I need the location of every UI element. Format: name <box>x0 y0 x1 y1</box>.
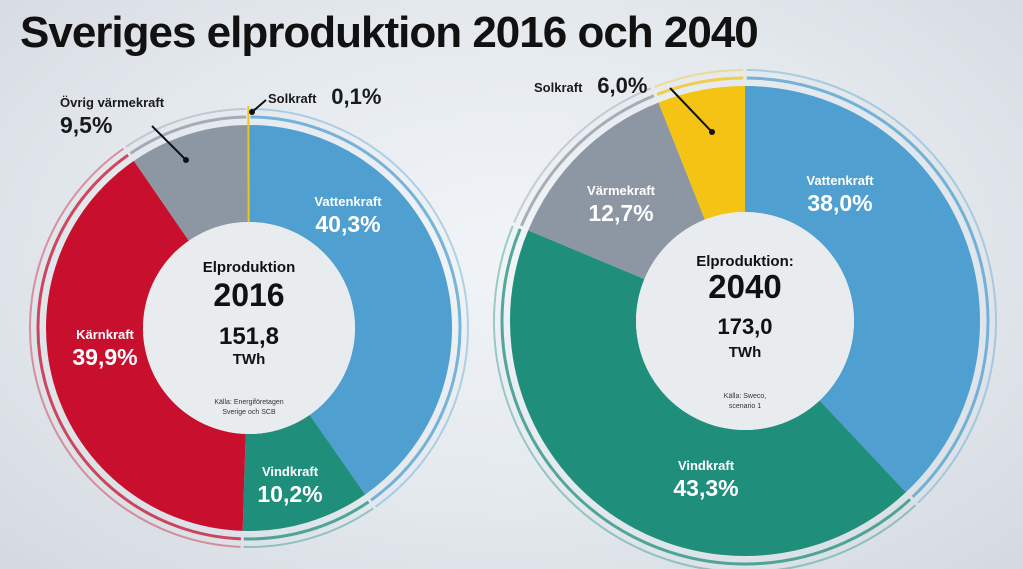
label-value-vindkraft: 43,3% <box>673 475 738 501</box>
label-value-vindkraft: 10,2% <box>257 481 322 507</box>
center-unit: TWh <box>233 351 265 368</box>
ring-vattenkraft <box>746 69 997 504</box>
label-name-varmekraft: Värmekraft <box>587 183 656 198</box>
source-note: Källa: Energiföretagen <box>214 399 283 406</box>
center-unit: TWh <box>729 344 761 361</box>
pie-chart-2040: Elproduktion:2040 173,0 TWh Källa: Sweco, sc… <box>493 69 997 569</box>
leader-dot-solkraft <box>709 129 715 135</box>
ring-vindkraft <box>493 225 917 569</box>
center-title: Elproduktion: <box>696 253 794 270</box>
ring-vattenkraft <box>250 115 462 502</box>
slice-vindkraft <box>242 414 366 532</box>
label-name-vindkraft: Vindkraft <box>678 458 735 473</box>
center-year: 2016 <box>213 277 284 313</box>
ring-solkraft <box>656 76 744 96</box>
leader-dot-ovrig-varmekraft <box>183 157 189 163</box>
source-note: Sverige och SCB <box>222 409 276 416</box>
label-value-solkraft: 6,0% <box>597 73 647 98</box>
label-name-vattenkraft: Vattenkraft <box>806 173 874 188</box>
label-name-karnkraft: Kärnkraft <box>76 327 134 342</box>
ring-solkraft <box>653 69 744 88</box>
ring-vattenkraft <box>746 76 990 499</box>
ring-vindkraft <box>243 507 374 548</box>
leader-dot-solkraft <box>249 109 255 115</box>
source-note: Källa: Sweco, <box>724 393 766 400</box>
label-value-karnkraft: 39,9% <box>72 344 137 370</box>
slice-vattenkraft <box>249 125 452 495</box>
ring-karnkraft <box>36 153 241 541</box>
center-total: 173,0 <box>717 314 772 339</box>
ring-ovrig-varmekraft <box>125 108 247 148</box>
label-name-ovrig-varmekraft: Övrig värmekraft <box>60 95 165 110</box>
ring-varmekraft <box>513 87 652 223</box>
leader-line-solkraft <box>251 99 267 113</box>
center-title: Elproduktion <box>203 259 296 276</box>
leader-line-ovrig-varmekraft <box>151 125 187 161</box>
slice-karnkraft <box>45 160 246 531</box>
ring-vindkraft <box>243 500 370 541</box>
label-value-solkraft: 0,1% <box>331 84 381 109</box>
label-value-varmekraft: 12,7% <box>588 200 653 226</box>
label-value-vattenkraft: 40,3% <box>315 211 380 237</box>
center-disc <box>636 212 854 430</box>
slice-vindkraft <box>510 230 906 556</box>
label-name-solkraft: Solkraft <box>534 80 583 95</box>
slice-vattenkraft <box>745 86 980 493</box>
leader-line-solkraft <box>669 87 713 133</box>
label-value-ovrig-varmekraft: 9,5% <box>60 112 112 138</box>
label-name-solkraft: Solkraft <box>268 91 317 106</box>
center-total: 151,8 <box>219 323 279 350</box>
ring-vattenkraft <box>250 108 469 508</box>
label-name-vindkraft: Vindkraft <box>262 464 319 479</box>
slice-varmekraft <box>528 102 705 279</box>
chart-title: Sveriges elproduktion 2016 och 2040 <box>20 8 759 57</box>
slice-ovrig-varmekraft <box>133 125 249 241</box>
ring-ovrig-varmekraft <box>129 115 247 155</box>
ring-varmekraft <box>520 94 655 227</box>
center-year: 2040 <box>708 268 781 305</box>
label-value-vattenkraft: 38,0% <box>807 190 872 216</box>
center-disc <box>143 222 355 434</box>
label-name-vattenkraft: Vattenkraft <box>314 194 382 209</box>
slice-solkraft <box>658 86 745 220</box>
source-note: scenario 1 <box>729 403 761 410</box>
ring-karnkraft <box>29 147 241 548</box>
ring-vindkraft <box>500 228 912 566</box>
